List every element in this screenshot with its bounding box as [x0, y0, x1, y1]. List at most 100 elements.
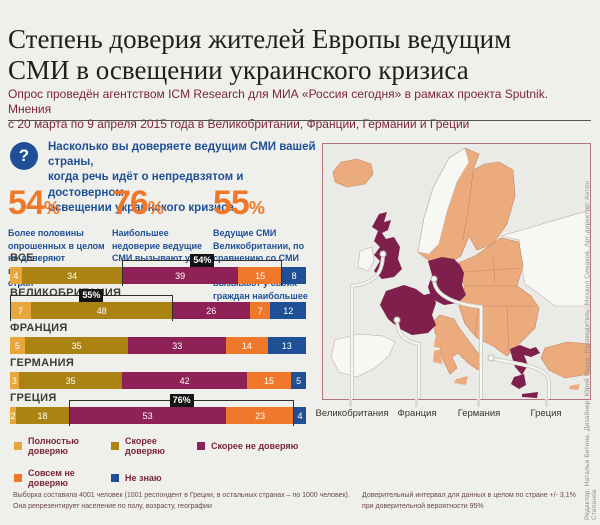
- chart-row-label: ВСЕ: [10, 252, 34, 264]
- map-cyprus: [569, 384, 580, 390]
- trust-bar-chart: ВСЕ 4 34 39 15 8 54% ВЕЛИКОБРИТАНИЯ 7 48 26 7 12 55% Ф…: [10, 252, 306, 427]
- map-borders: [461, 171, 533, 353]
- chart-row: ГЕРМАНИЯ 3 35 42 15 5: [10, 357, 306, 389]
- stat-unit: %: [43, 198, 60, 218]
- europe-map-svg: [323, 144, 590, 399]
- bar-segment: 33: [128, 337, 227, 354]
- bar-segment-value: 48: [96, 305, 107, 316]
- legend-label: Скорее не доверяю: [211, 441, 299, 451]
- bar-segment-value: 7: [17, 305, 23, 316]
- legend-swatch: [197, 442, 205, 450]
- bar-segment: 39: [122, 267, 238, 284]
- chart-row: ВСЕ 4 34 39 15 8 54%: [10, 252, 306, 286]
- page-title: Степень доверия жителей Европы ведущим С…: [8, 24, 512, 86]
- legend-item: Не знаю: [111, 468, 197, 488]
- bar-segment-value: 7: [257, 305, 263, 316]
- chart-row: ГРЕЦИЯ 2 18 53 23 4 76%: [10, 392, 306, 426]
- bar-segment: 35: [18, 372, 123, 389]
- bar-segment-value: 53: [142, 410, 153, 421]
- map-callout-lines: [350, 250, 551, 399]
- bar-segment: 15: [246, 372, 292, 389]
- map-country-uk: [372, 212, 402, 279]
- chart-row-label: ГРЕЦИЯ: [10, 392, 57, 404]
- map-country-france: [380, 285, 436, 335]
- footnote-interval: Доверительный интервал для данных в цело…: [362, 492, 576, 510]
- legend-item: Скорее доверяю: [111, 436, 197, 456]
- bar-segment-value: 33: [172, 340, 183, 351]
- legend-item: Полностью доверяю: [14, 436, 111, 456]
- bar-segment-value: 34: [67, 270, 78, 281]
- bar-segment-value: 5: [296, 375, 302, 386]
- survey-question: Насколько вы доверяете ведущим СМИ вашей…: [48, 141, 316, 214]
- footnote-sample: Выборка составила 4001 человек (1001 рес…: [13, 492, 350, 510]
- annotation-label: 55%: [79, 289, 104, 302]
- bar-segment: 42: [122, 372, 247, 389]
- bar-segment-value: 8: [291, 270, 297, 281]
- bar-segment: 48: [30, 302, 173, 319]
- bar-segment: 5: [291, 372, 306, 389]
- bar-segment: 26: [172, 302, 250, 319]
- map-country-label: Франция: [397, 408, 437, 419]
- stacked-bar: 3 35 42 15 5: [10, 372, 306, 389]
- legend-label: Совсем не доверяю: [28, 468, 75, 488]
- bar-segment-value: 5: [14, 340, 20, 351]
- map-sardinia: [433, 349, 442, 364]
- credits-line: Редактор: Наталья Бетина. Дизайнер: Юрий…: [584, 180, 598, 520]
- bar-segment-value: 4: [297, 410, 303, 421]
- stacked-bar: 7 48 26 7 12 55%: [10, 289, 306, 321]
- legend-item: Совсем не доверяю: [14, 468, 111, 488]
- bar-segment-value: 13: [281, 340, 292, 351]
- bar-segment-value: 26: [206, 305, 217, 316]
- chart-row: ФРАНЦИЯ 5 35 33 14 13: [10, 322, 306, 354]
- bar-segment-value: 18: [37, 410, 48, 421]
- stacked-bar: 2 18 53 23 4 76%: [10, 394, 306, 426]
- bar-segment: 13: [267, 337, 306, 354]
- bar-segment-value: 23: [255, 410, 266, 421]
- bar-segment: 7: [10, 302, 31, 319]
- annotation-bracket: 55%: [10, 289, 173, 321]
- bar-segment-value: 3: [11, 375, 17, 386]
- map-crete: [522, 392, 538, 398]
- legend-swatch: [14, 442, 22, 450]
- annotation-bracket: 54%: [122, 254, 283, 286]
- bar-segment-value: 35: [65, 375, 76, 386]
- map-callout-stub: [545, 399, 548, 407]
- legend-item: Скорее не доверяю: [197, 436, 347, 456]
- map-corsica: [434, 337, 441, 348]
- stacked-bar: 4 34 39 15 8 54%: [10, 254, 306, 286]
- bar-segment: 2: [10, 407, 16, 424]
- map-peloponnese: [511, 374, 526, 389]
- bar-segment: 15: [237, 267, 283, 284]
- map-ireland: [357, 246, 375, 272]
- bar-segment-value: 15: [263, 375, 274, 386]
- stat-value: 76%: [112, 184, 164, 222]
- question-mark-icon: ?: [10, 142, 38, 170]
- map-iceland: [332, 158, 374, 188]
- bar-segment: 53: [69, 407, 227, 424]
- bar-segment: 12: [270, 302, 306, 319]
- stat-unit: %: [147, 198, 164, 218]
- europe-map: [322, 143, 591, 400]
- bar-segment-value: 4: [13, 270, 19, 281]
- bar-segment: 3: [10, 372, 19, 389]
- legend-label: Скорее доверяю: [125, 436, 165, 456]
- stat-value: 55%: [213, 184, 265, 222]
- stat-unit: %: [248, 198, 265, 218]
- bar-segment: 23: [226, 407, 295, 424]
- bar-segment: 35: [24, 337, 129, 354]
- bar-segment: 18: [15, 407, 70, 424]
- bar-segment-value: 39: [175, 270, 186, 281]
- bar-segment-value: 42: [179, 375, 190, 386]
- map-callout-stub: [415, 399, 418, 407]
- map-country-greece: [510, 345, 540, 375]
- map-callout-stub: [477, 399, 480, 407]
- bar-segment-value: 12: [283, 305, 294, 316]
- bar-segment: 4: [294, 407, 306, 424]
- map-iberia: [330, 333, 396, 378]
- map-callout-stub: [349, 399, 352, 407]
- map-norway: [417, 147, 470, 255]
- divider: [8, 120, 591, 121]
- page-subtitle: Опрос проведён агентством ICM Research д…: [8, 87, 549, 131]
- question-glyph: ?: [18, 146, 30, 165]
- bar-segment: 14: [226, 337, 268, 354]
